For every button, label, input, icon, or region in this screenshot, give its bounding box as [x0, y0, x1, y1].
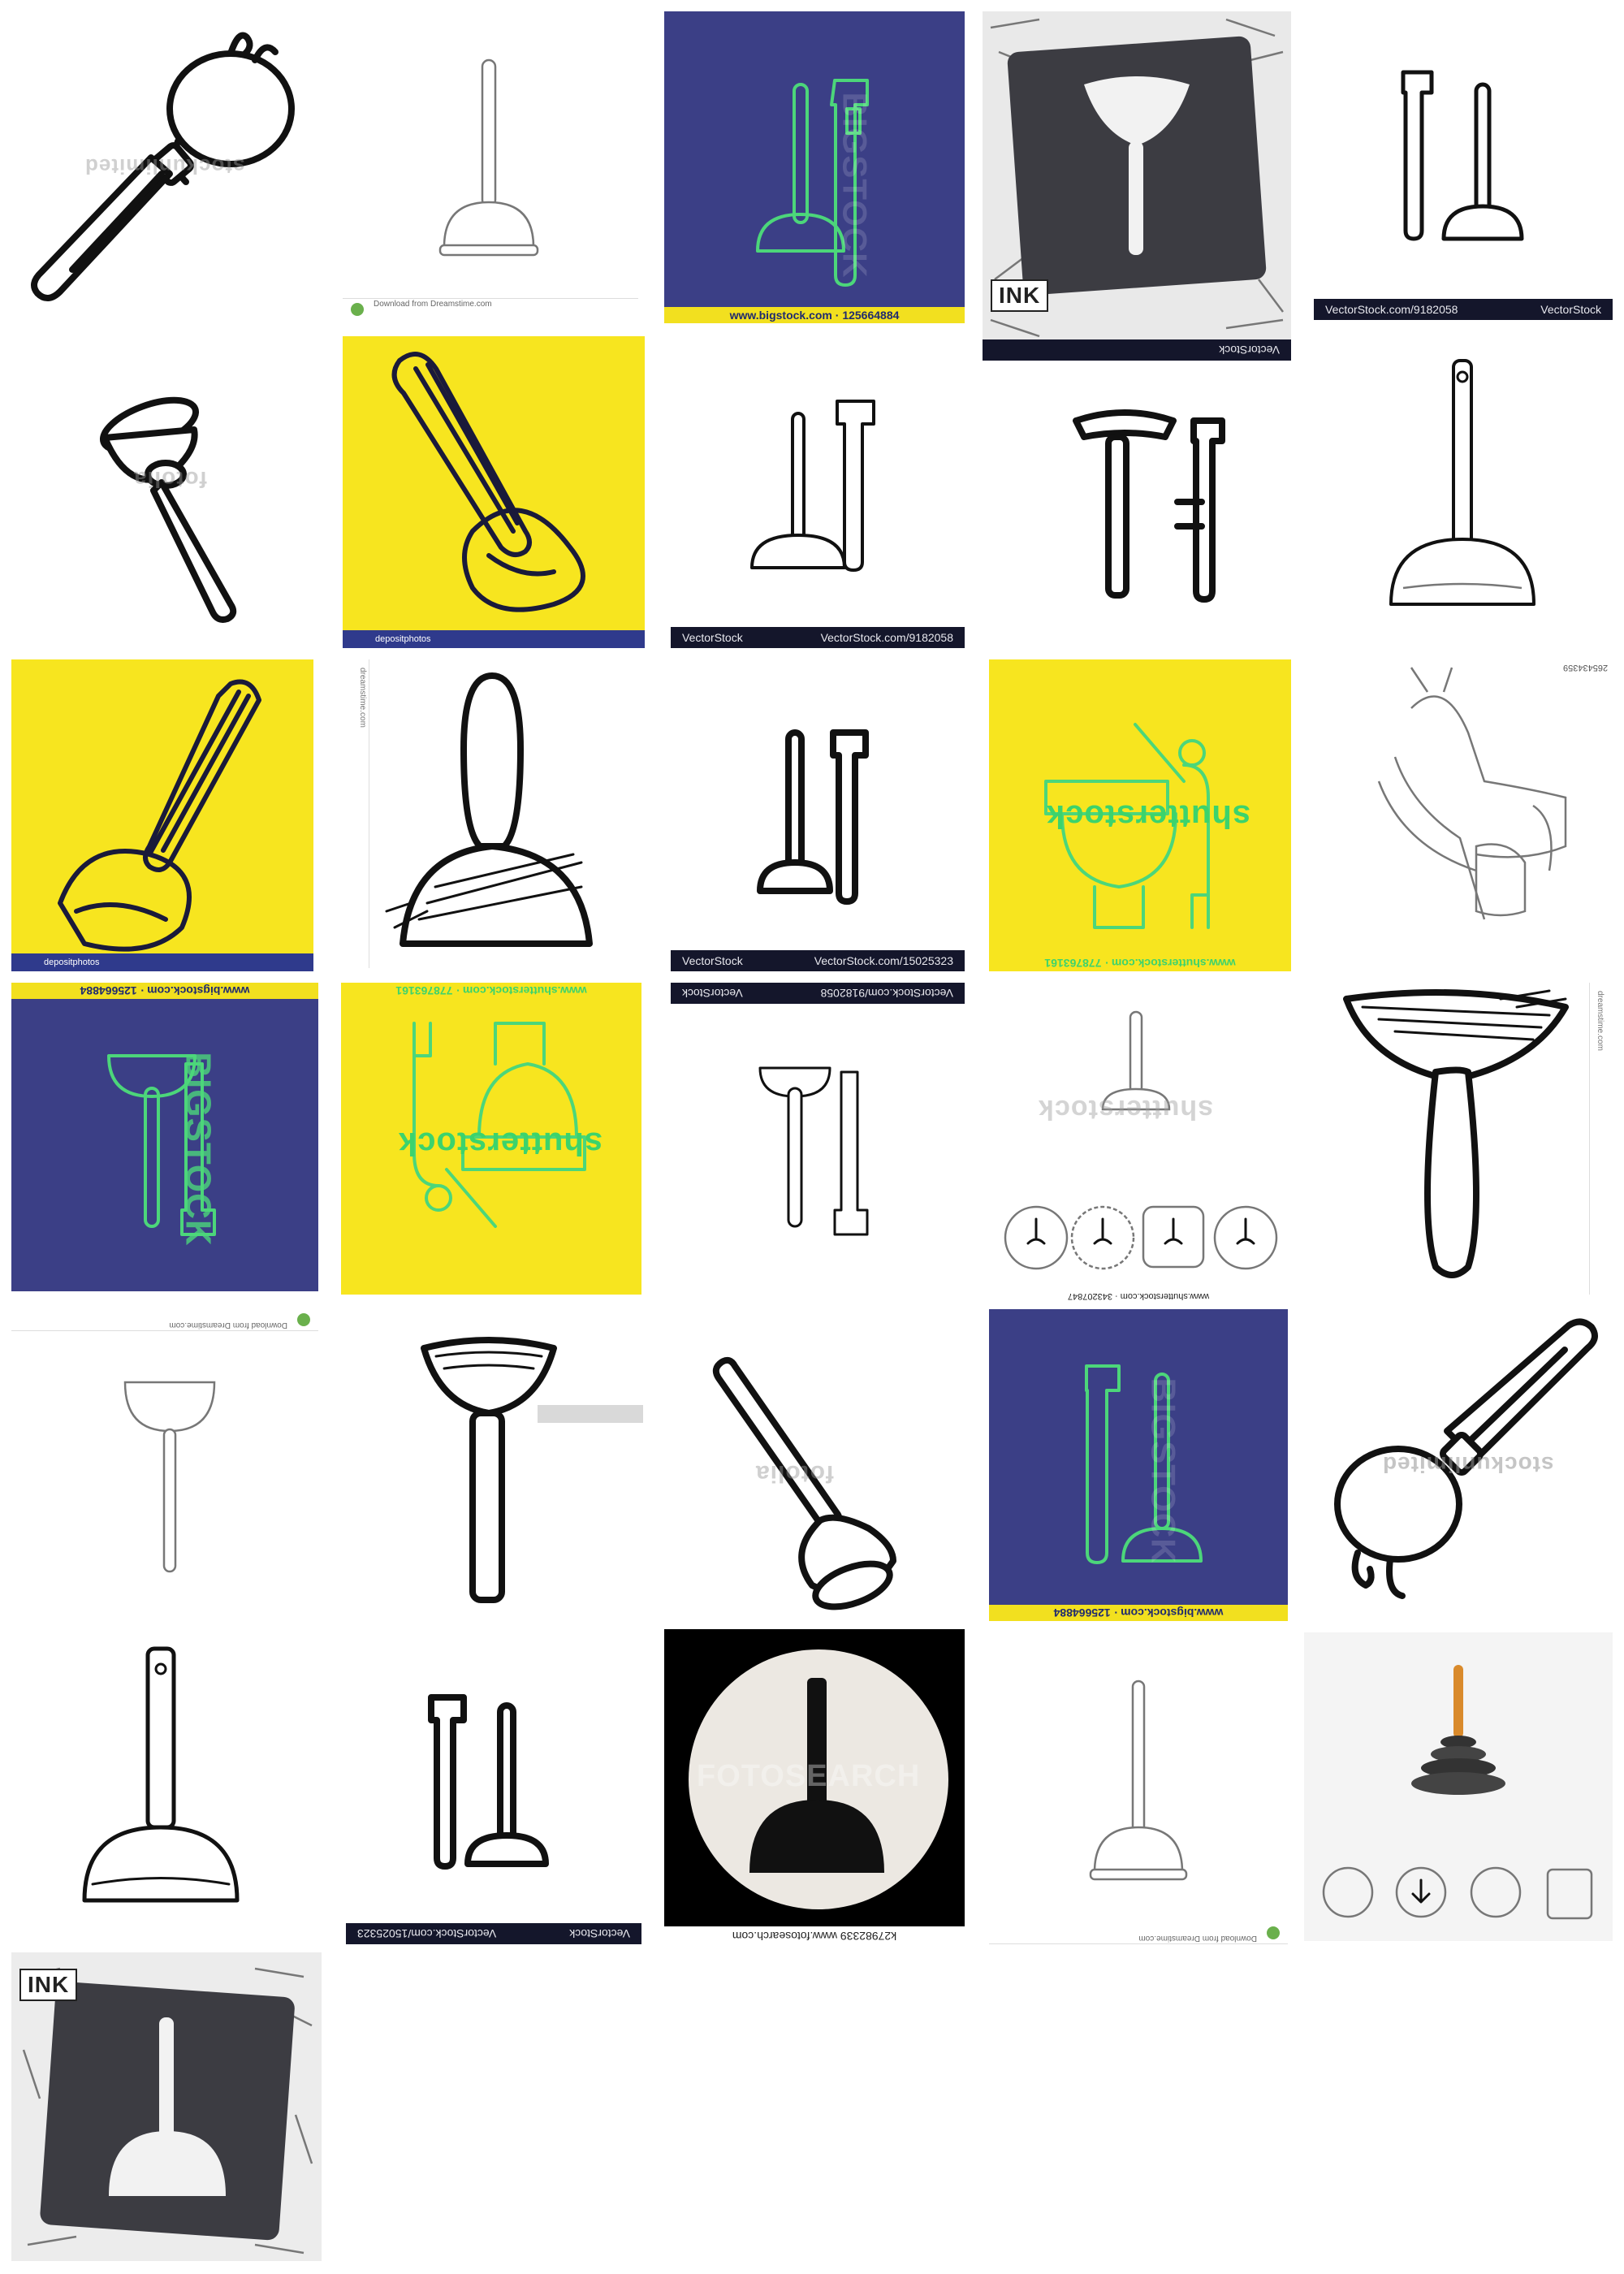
- dreamstime-logo-icon: [1267, 1926, 1280, 1939]
- caption: www.shutterstock.com · 343207847: [1067, 1291, 1210, 1301]
- plunger-sketch: [421, 1337, 557, 1603]
- footer-bar: VectorStock VectorStock.com/15025323: [671, 950, 965, 971]
- image-tile-17[interactable]: shutterstock www.shutterstock.com · 7787…: [341, 983, 641, 1295]
- image-tile-18[interactable]: VectorStock.com/9182058 VectorStock: [671, 983, 965, 1295]
- image-tile-27[interactable]: VectorStock VectorStock.com/15025323: [346, 1632, 641, 1944]
- image-tile-28[interactable]: FOTOSEARCH: [664, 1629, 965, 1926]
- footer-bar: www.bigstock.com · 125664884: [989, 1605, 1288, 1621]
- fotosearch-caption: k27982339 www.fotosearch.com: [732, 1930, 897, 1943]
- image-tile-31[interactable]: INK: [11, 1952, 322, 2261]
- footer-bar: www.shutterstock.com · 778763161: [989, 955, 1291, 971]
- image-tile-5[interactable]: VectorStock.com/9182058 VectorStock: [1314, 11, 1613, 320]
- toilet-plumber-drawing: [412, 1022, 586, 1228]
- plumber-drawing: [1377, 667, 1567, 920]
- footer-bar: depositphotos: [11, 953, 313, 971]
- gray-label-bar: [538, 1405, 643, 1423]
- chalkboard-plunger: [22, 1967, 313, 2255]
- plunger-sketch: [58, 679, 261, 952]
- image-tile-22[interactable]: [335, 1316, 645, 1624]
- footer-bar: VectorStock VectorStock.com/9182058: [671, 627, 965, 648]
- image-tile-8[interactable]: VectorStock VectorStock.com/9182058: [671, 336, 965, 648]
- footer-bar: www.shutterstock.com · 778763161: [341, 983, 641, 999]
- plunger-wrench-drawing: [750, 400, 875, 572]
- image-tile-21[interactable]: Download from Dreamstime.com: [11, 1309, 318, 1626]
- image-tile-12[interactable]: dreamstime.com: [346, 659, 641, 968]
- image-tile-2[interactable]: Download from Dreamstime.com: [343, 11, 638, 320]
- image-tile-30[interactable]: [1304, 1632, 1613, 1941]
- footer-bar: VectorStock.com/9182058 VectorStock: [1314, 299, 1613, 320]
- image-tile-19[interactable]: shutterstock www.shutterstock.com · 3432…: [989, 996, 1288, 1304]
- plunger-drawing: [438, 58, 539, 257]
- plunger-wrench-drawing: [428, 1694, 549, 1870]
- plunger-sketch: [391, 352, 585, 612]
- image-tile-20[interactable]: dreamstime.com: [1314, 983, 1613, 1295]
- image-tile-29[interactable]: Download from Dreamstime.com: [989, 1632, 1288, 1944]
- image-tile-15[interactable]: 265434359: [1314, 659, 1613, 968]
- image-tile-3[interactable]: BIGSTOCK www.bigstock.com · 125664884: [664, 11, 965, 323]
- footer-bar: depositphotos: [343, 630, 645, 648]
- credit-strip: dreamstime.com: [352, 659, 369, 968]
- image-tile-9[interactable]: [983, 380, 1291, 640]
- plunger-wrench-drawing: [757, 729, 869, 905]
- image-tile-24[interactable]: BIGSTOCK www.bigstock.com · 125664884: [989, 1309, 1288, 1621]
- footer-bar: www.bigstock.com · 125664884: [11, 983, 318, 999]
- credit-bar: Download from Dreamstime.com: [343, 298, 638, 320]
- image-tile-14[interactable]: shutterstock www.shutterstock.com · 7787…: [989, 659, 1291, 971]
- plunger-icons: [1004, 1010, 1278, 1270]
- plunger-drawing: [123, 1381, 216, 1573]
- image-tile-23[interactable]: fotolia: [674, 1309, 968, 1621]
- plunger-drawing: [99, 396, 237, 623]
- plunger-drawing: [712, 1356, 896, 1610]
- image-tile-13[interactable]: VectorStock VectorStock.com/15025323: [671, 659, 965, 971]
- plunger-wrench-drawing: [758, 1066, 869, 1236]
- plunger-drawing: [1334, 1318, 1598, 1599]
- image-tile-10[interactable]: [1314, 344, 1613, 653]
- credit-bar: Download from Dreamstime.com: [989, 1922, 1288, 1944]
- image-tile-16[interactable]: BIGSTOCK www.bigstock.com · 125664884: [11, 983, 318, 1291]
- image-tile-6[interactable]: fotolia: [11, 336, 320, 645]
- plunger-sketch: [82, 1646, 240, 1903]
- plunger-wrench-drawing: [1073, 409, 1225, 603]
- plunger-sketch: [1343, 989, 1569, 1278]
- image-tile-1[interactable]: stockunlimited: [11, 11, 320, 320]
- toilet-plumber-drawing: [1044, 723, 1210, 929]
- image-tile-11[interactable]: depositphotos: [11, 659, 313, 971]
- plunger-wrench-drawing: [107, 1054, 216, 1236]
- plunger-drawing: [31, 32, 295, 301]
- plunger-sketch: [385, 672, 593, 947]
- footer-bar: www.bigstock.com · 125664884: [664, 307, 965, 323]
- plunger-wrench-drawing: [756, 79, 869, 287]
- image-tile-4[interactable]: INK VectorStock: [983, 11, 1291, 361]
- plunger-drawing: [1389, 359, 1535, 606]
- plunger-woodcut: [689, 1649, 948, 1909]
- credit-strip: dreamstime.com: [1589, 983, 1606, 1295]
- image-tile-26[interactable]: [11, 1632, 322, 1941]
- plunger-wrench-drawing: [1401, 70, 1524, 241]
- plunger-drawing: [1089, 1680, 1188, 1881]
- image-tile-25[interactable]: stockunlimited: [1309, 1309, 1616, 1621]
- footer-bar: VectorStock VectorStock.com/15025323: [346, 1923, 641, 1944]
- plunger-icons: [1322, 1665, 1593, 1920]
- chalkboard-plunger: [990, 18, 1284, 338]
- image-tile-7[interactable]: depositphotos: [343, 336, 645, 648]
- dreamstime-logo-icon: [351, 303, 364, 316]
- plunger-wrench-drawing: [1085, 1364, 1203, 1564]
- footer-bar: VectorStock: [983, 339, 1291, 361]
